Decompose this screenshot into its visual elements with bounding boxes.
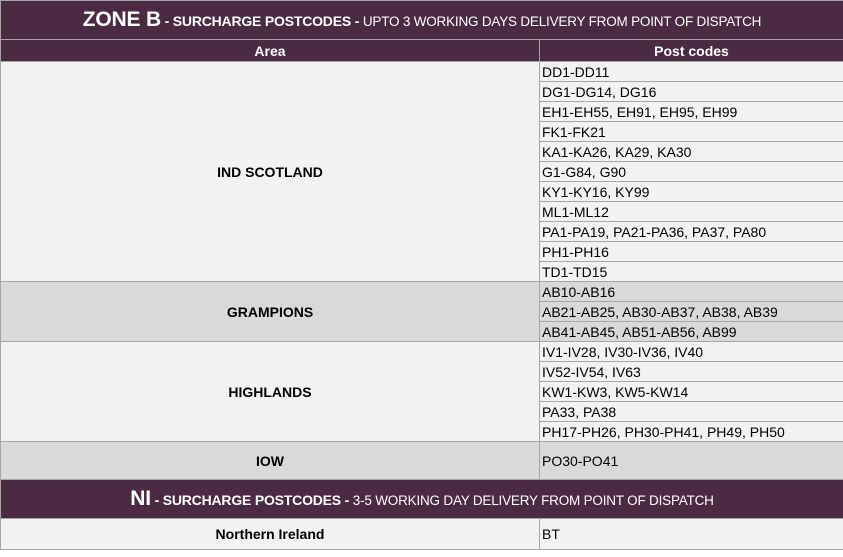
postcode-cell: AB10-AB16 <box>539 281 843 302</box>
postcode-cell: ML1-ML12 <box>539 201 843 222</box>
separator: - <box>351 13 363 29</box>
separator: - <box>160 13 173 29</box>
zone-b-title-row: ZONE B - SURCHARGE POSTCODES - UPTO 3 WO… <box>0 0 843 40</box>
table-row: PH1-PH16 <box>1 241 843 262</box>
zone-b-label: ZONE B <box>82 8 161 31</box>
table-row: FK1-FK21 <box>1 121 843 142</box>
postcode-cell: G1-G84, G90 <box>539 161 843 182</box>
postcode-cell: IV52-IV54, IV63 <box>539 361 843 382</box>
area-cell: Northern Ireland <box>0 518 540 550</box>
separator: - <box>340 492 353 508</box>
postcode-cell: PO30-PO41 <box>539 441 843 480</box>
area-cell: IND SCOTLAND <box>0 61 540 282</box>
ni-label: NI <box>130 487 151 510</box>
table-row: KW1-KW3, KW5-KW14 <box>1 381 843 402</box>
separator: - <box>150 492 163 508</box>
postcode-cell: PH1-PH16 <box>539 241 843 262</box>
postcode-cell: KY1-KY16, KY99 <box>539 181 843 202</box>
postcode-cell: AB21-AB25, AB30-AB37, AB38, AB39 <box>539 301 843 322</box>
zone-b-surcharge-label: SURCHARGE POSTCODES <box>172 13 351 29</box>
table-row: PH17-PH26, PH30-PH41, PH49, PH50 <box>1 421 843 442</box>
postcode-cell: EH1-EH55, EH91, EH95, EH99 <box>539 101 843 122</box>
postcode-cell: PA33, PA38 <box>539 401 843 422</box>
table-row: PA33, PA38 <box>1 401 843 422</box>
column-header-postcodes: Post codes <box>539 39 843 62</box>
table-row: HIGHLANDS IV1-IV28, IV30-IV36, IV40 <box>0 341 843 442</box>
postcode-cell: AB41-AB45, AB51-AB56, AB99 <box>539 321 843 342</box>
column-header-area: Area <box>0 39 540 62</box>
area-cell: GRAMPIONS <box>0 281 540 342</box>
postcode-cell: PA1-PA19, PA21-PA36, PA37, PA80 <box>539 221 843 242</box>
table-row: EH1-EH55, EH91, EH95, EH99 <box>1 101 843 122</box>
postcode-cell: IV1-IV28, IV30-IV36, IV40 <box>539 341 843 362</box>
ni-title-row: NI - SURCHARGE POSTCODES - 3-5 WORKING D… <box>0 479 843 519</box>
ni-surcharge-label: SURCHARGE POSTCODES <box>162 492 341 508</box>
postcode-cell: DG1-DG14, DG16 <box>539 81 843 102</box>
ni-title: NI - SURCHARGE POSTCODES - 3-5 WORKING D… <box>0 479 843 519</box>
postcode-cell: TD1-TD15 <box>539 261 843 282</box>
postcode-cell: KW1-KW3, KW5-KW14 <box>539 381 843 402</box>
postcode-cell: DD1-DD11 <box>539 61 843 82</box>
table-row: Northern Ireland BT <box>0 518 843 550</box>
ni-delivery-note: 3-5 WORKING DAY DELIVERY FROM POINT OF D… <box>352 493 714 508</box>
zone-b-delivery-note: UPTO 3 WORKING DAYS DELIVERY FROM POINT … <box>362 14 762 29</box>
table-row: IV52-IV54, IV63 <box>1 361 843 382</box>
postcode-cell: FK1-FK21 <box>539 121 843 142</box>
column-header-row: Area Post codes <box>0 39 843 62</box>
table-row: AB21-AB25, AB30-AB37, AB38, AB39 <box>1 301 843 322</box>
postcode-cell: BT <box>539 518 843 550</box>
area-cell: HIGHLANDS <box>0 341 540 442</box>
table-row: G1-G84, G90 <box>1 161 843 182</box>
table-row: IOW PO30-PO41 <box>0 441 843 480</box>
table-row: GRAMPIONS AB10-AB16 <box>0 281 843 342</box>
table-row: IND SCOTLAND DD1-DD11 <box>0 61 843 282</box>
area-cell: IOW <box>0 441 540 480</box>
postcode-cell: PH17-PH26, PH30-PH41, PH49, PH50 <box>539 421 843 442</box>
table-row: KY1-KY16, KY99 <box>1 181 843 202</box>
table-row: ML1-ML12 <box>1 201 843 222</box>
zone-b-title: ZONE B - SURCHARGE POSTCODES - UPTO 3 WO… <box>0 0 843 40</box>
table-row: DG1-DG14, DG16 <box>1 81 843 102</box>
postcode-cell: KA1-KA26, KA29, KA30 <box>539 141 843 162</box>
